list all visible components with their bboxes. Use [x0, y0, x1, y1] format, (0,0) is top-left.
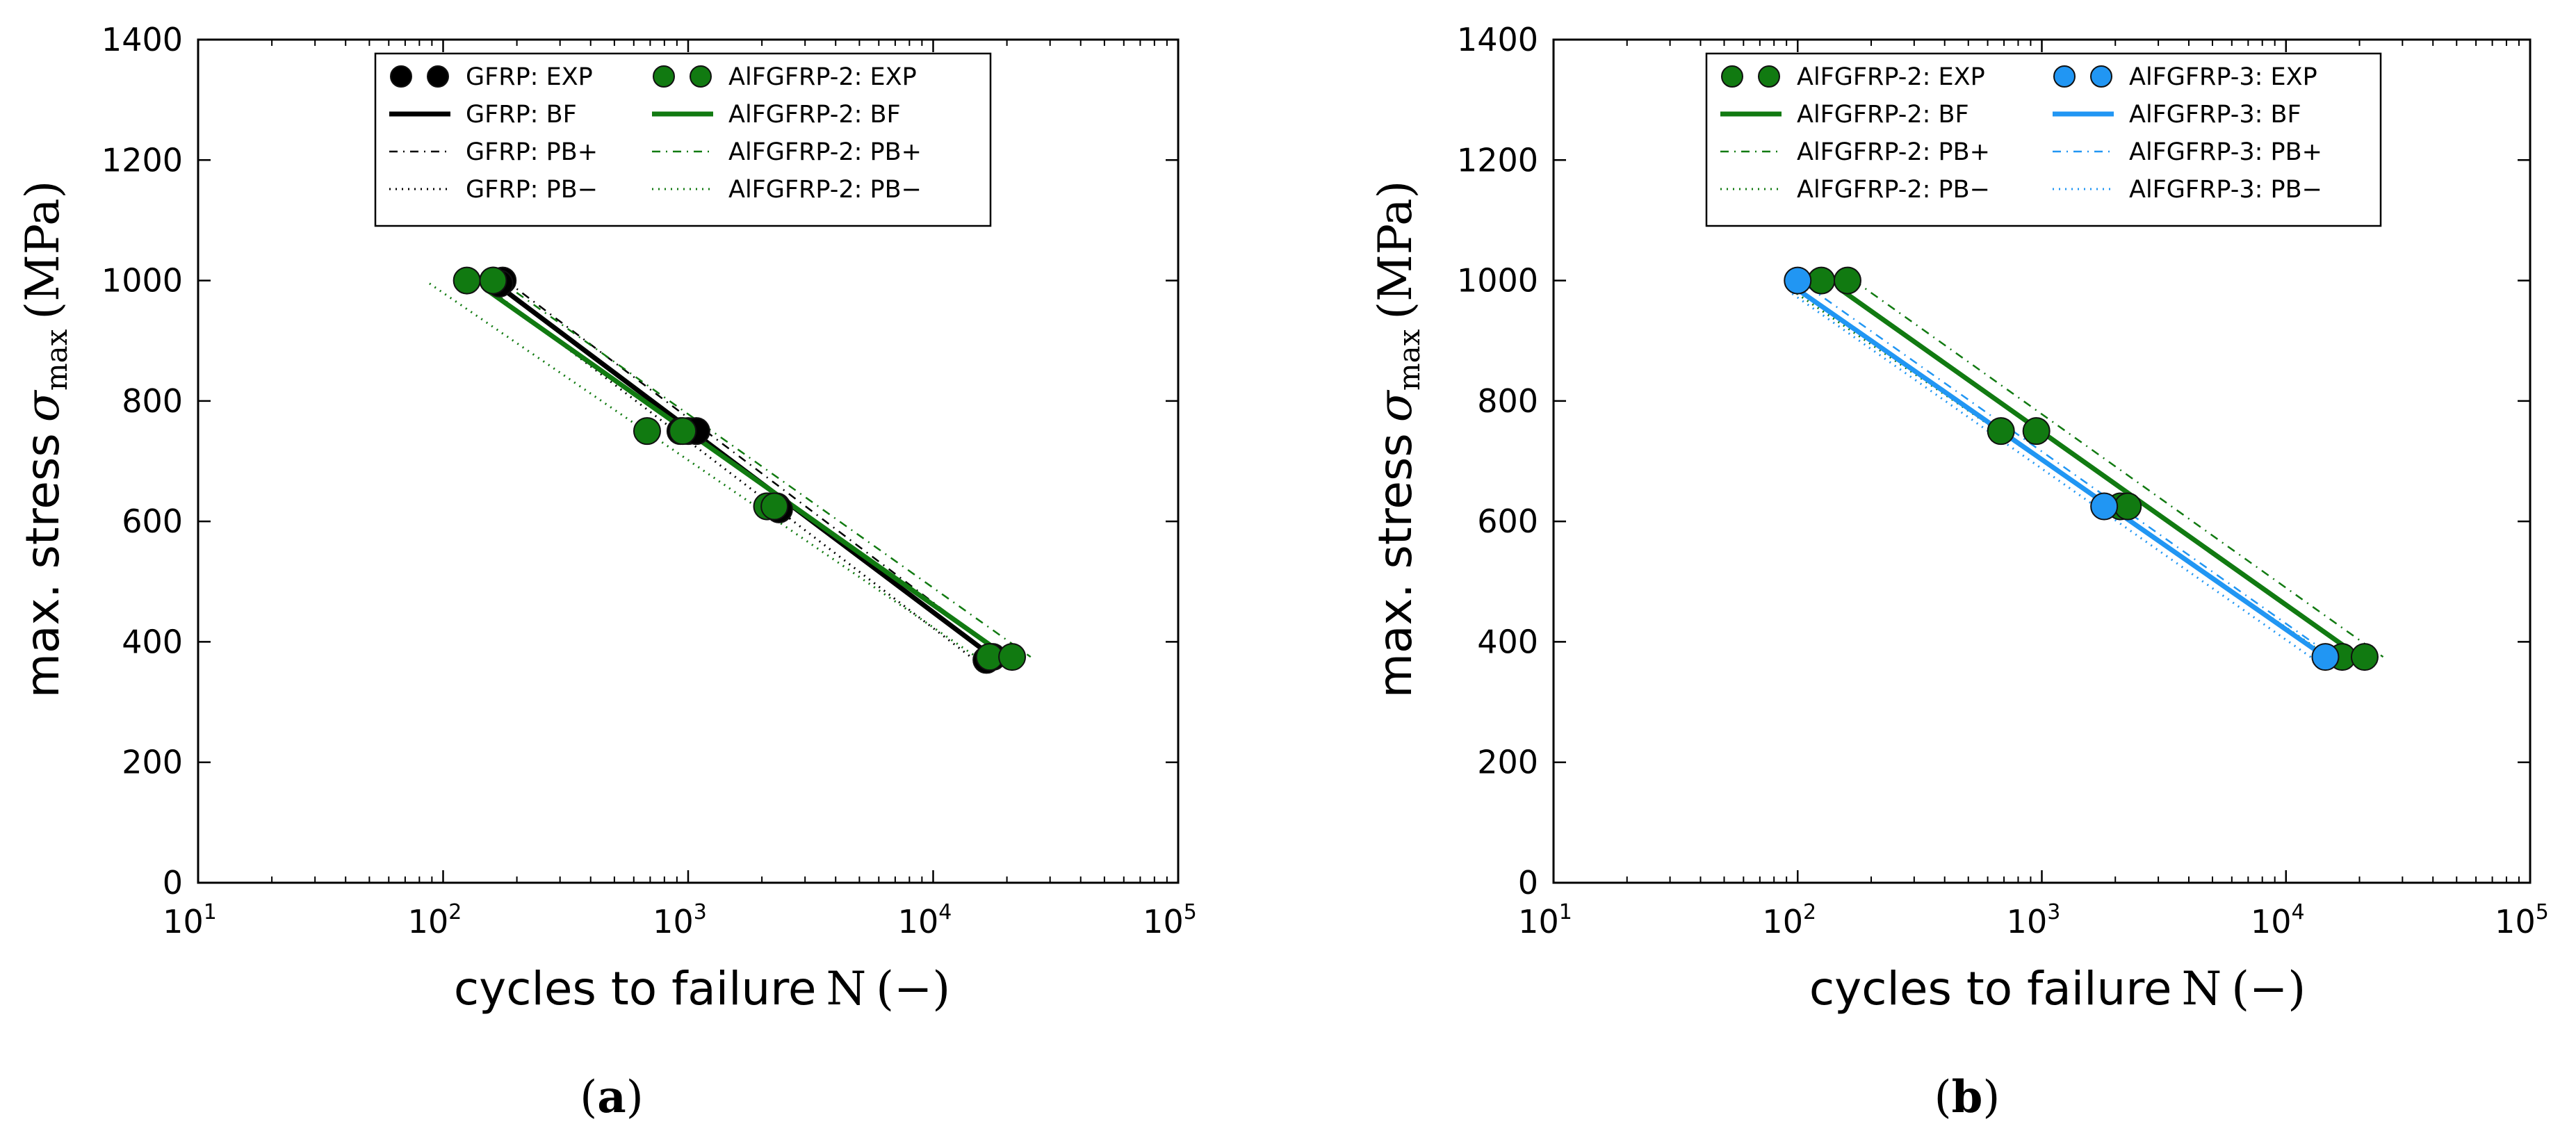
panel-b-legend-alfgfrp-2-bf-label: AlFGFRP-2: BF: [1797, 101, 1969, 129]
panel-b-ytick-label-800: 800: [1477, 382, 1538, 420]
panel-a-ytick-label-200: 200: [122, 744, 183, 781]
panel-b-alfgfrp-3-point: [2090, 492, 2119, 521]
panel-b-legend-alfgfrp-2-pbp-label: AlFGFRP-2: PB+: [1797, 138, 1990, 166]
panel-b-xtick-label-100: 102: [1762, 900, 1816, 940]
panel-b-alfgfrp-2-point: [1833, 266, 1861, 295]
panel-b-legend-alfgfrp-3-pbp-label: AlFGFRP-3: PB+: [2129, 138, 2322, 166]
panel-a-legend-alfgfrp-2-exp-marker: [653, 65, 675, 88]
panel-b-alfgfrp-3-best-fit-line: [1796, 287, 2327, 659]
panel-b-legend-alfgfrp-2-pbm-label: AlFGFRP-2: PB−: [1797, 176, 1990, 204]
panel-a-alfgfrp-2-point: [633, 417, 661, 446]
panel-b-alfgfrp-3-pb-minus-line: [1791, 293, 2322, 666]
panel-a-ticks: 0 200 400 600 800 1000 1200 1400 101 102 103 104 105: [101, 21, 1197, 940]
panel-a-ytick-label-800: 800: [122, 382, 183, 420]
panel-a-alfgfrp-2-pb-minus-line: [429, 282, 991, 667]
panel-a-ytick-label-1200: 1200: [101, 141, 183, 179]
panel-b-legend-alfgfrp-2-exp-label: AlFGFRP-2: EXP: [1797, 63, 1985, 91]
panel-a-alfgfrp-2-point: [998, 643, 1027, 671]
panel-a-xtick-label-10000: 104: [898, 900, 952, 940]
panel-b-legend-alfgfrp-2-exp-marker: [1721, 65, 1743, 88]
panel-b-xtick-label-100000: 105: [2495, 900, 2549, 940]
panel-b-x-axis-title: cycles to failure N (−): [1809, 962, 2306, 1015]
panel-b-ticks: 0 200 400 600 800 1000 1200 1400 101 102 103 104 105: [1457, 21, 2549, 940]
panel-a-legend-alfgfrp-2-pbm-label: AlFGFRP-2: PB−: [728, 176, 922, 204]
panel-b-legend-alfgfrp-2-exp-marker: [1758, 65, 1780, 88]
panel-a-legend-gfrp-bf-label: GFRP: BF: [466, 101, 577, 129]
panel-b-label: (b): [1934, 1071, 2000, 1123]
panel-a-gfrp-pb-minus-line: [485, 286, 977, 662]
panel-a-legend-alfgfrp-2-bf-label: AlFGFRP-2: BF: [728, 101, 901, 129]
panel-a-alfgfrp-2-point: [479, 266, 507, 295]
panel-a-legend-gfrp-exp-label: GFRP: EXP: [466, 63, 593, 91]
panel-a-xtick-label-10: 101: [163, 900, 217, 940]
panel-b-alfgfrp-2-point: [1807, 266, 1836, 295]
panel-a: 0 200 400 600 800 1000 1200 1400 101 102 103 104 105…: [16, 21, 1197, 1123]
panel-b-ytick-label-1000: 1000: [1457, 262, 1538, 300]
panel-a-label: (a): [580, 1071, 643, 1123]
panel-a-legend-alfgfrp-2-exp-label: AlFGFRP-2: EXP: [728, 63, 917, 91]
panel-a-alfgfrp-2-point: [760, 492, 789, 521]
panel-a-alfgfrp-2-best-fit-line: [484, 287, 1009, 659]
panel-a-ytick-label-600: 600: [122, 503, 183, 540]
panel-a-legend-alfgfrp-2-exp-marker: [690, 65, 712, 88]
panel-b-legend-box: [1705, 52, 2382, 227]
panel-b-alfgfrp-3-point: [2311, 643, 2340, 671]
panel-a-legend-gfrp-exp-marker: [427, 65, 449, 88]
panel-b-legend: AlFGFRP-2: EXP AlFGFRP-2: BF AlFGFRP-2: PB…: [1705, 52, 2382, 227]
panel-b: 0 200 400 600 800 1000 1200 1400 101 102 103 104 105…: [1369, 21, 2549, 1123]
panel-a-ytick-label-1000: 1000: [101, 262, 183, 300]
panel-a-x-axis-title: cycles to failure N (−): [454, 962, 950, 1015]
panel-b-ytick-label-0: 0: [1518, 864, 1538, 902]
panel-b-alfgfrp-2-point: [1987, 417, 2015, 446]
panel-a-legend-alfgfrp-2-pbp-label: AlFGFRP-2: PB+: [728, 138, 922, 166]
panel-a-ytick-label-1400: 1400: [101, 21, 183, 58]
panel-b-ytick-label-200: 200: [1477, 744, 1538, 781]
panel-a-legend: GFRP: EXP GFRP: BF GFRP: PB+ GFRP: PB− AlFGF…: [374, 52, 992, 227]
panel-a-xtick-label-100: 102: [408, 900, 462, 940]
panel-b-alfgfrp-2-point: [2022, 417, 2051, 446]
panel-b-alfgfrp-3-point: [1784, 266, 1812, 295]
panel-b-ytick-label-1400: 1400: [1457, 21, 1538, 58]
panel-a-alfgfrp-2-pb-plus-line: [499, 279, 1032, 658]
panel-a-xtick-label-100000: 105: [1143, 900, 1197, 940]
panel-a-y-axis-title: max. stressσmax(MPa): [16, 181, 74, 699]
panel-b-alfgfrp-2-point: [2114, 492, 2142, 521]
panel-b-ytick-label-600: 600: [1477, 503, 1538, 540]
panel-a-ytick-label-400: 400: [122, 623, 183, 660]
panel-b-legend-alfgfrp-3-exp-marker: [2090, 65, 2112, 88]
panel-b-xtick-label-10000: 104: [2251, 900, 2305, 940]
panel-b-alfgfrp-2-pb-plus-line: [1853, 279, 2384, 658]
panel-b-marks: [1784, 266, 2384, 671]
panel-b-alfgfrp-3-pb-plus-line: [1807, 286, 2337, 660]
panel-b-legend-alfgfrp-3-exp-label: AlFGFRP-3: EXP: [2129, 63, 2317, 91]
panel-b-alfgfrp-2-point: [2350, 643, 2379, 671]
panel-b-y-axis-title: max. stressσmax(MPa): [1369, 181, 1426, 699]
panel-b-alfgfrp-2-best-fit-line: [1839, 287, 2361, 659]
panel-b-legend-alfgfrp-3-bf-label: AlFGFRP-3: BF: [2129, 101, 2301, 129]
panel-a-legend-box: [374, 52, 992, 227]
panel-a-alfgfrp-2-point: [669, 417, 697, 446]
panel-a-legend-gfrp-exp-marker: [390, 65, 412, 88]
panel-a-ytick-label-0: 0: [163, 864, 183, 902]
panel-a-alfgfrp-2-point: [453, 266, 481, 295]
panel-b-xtick-label-10: 101: [1518, 900, 1572, 940]
panel-b-ytick-label-1200: 1200: [1457, 141, 1538, 179]
panel-a-legend-gfrp-pbm-label: GFRP: PB−: [466, 176, 598, 204]
panel-b-xtick-label-1000: 103: [2007, 900, 2061, 940]
panel-b-ytick-label-400: 400: [1477, 623, 1538, 660]
panel-b-legend-alfgfrp-3-exp-marker: [2053, 65, 2076, 88]
panel-a-marks: [429, 266, 1032, 674]
panel-a-legend-gfrp-pbp-label: GFRP: PB+: [466, 138, 598, 166]
panel-a-xtick-label-1000: 103: [653, 900, 707, 940]
panel-b-legend-alfgfrp-3-pbm-label: AlFGFRP-3: PB−: [2129, 176, 2322, 204]
